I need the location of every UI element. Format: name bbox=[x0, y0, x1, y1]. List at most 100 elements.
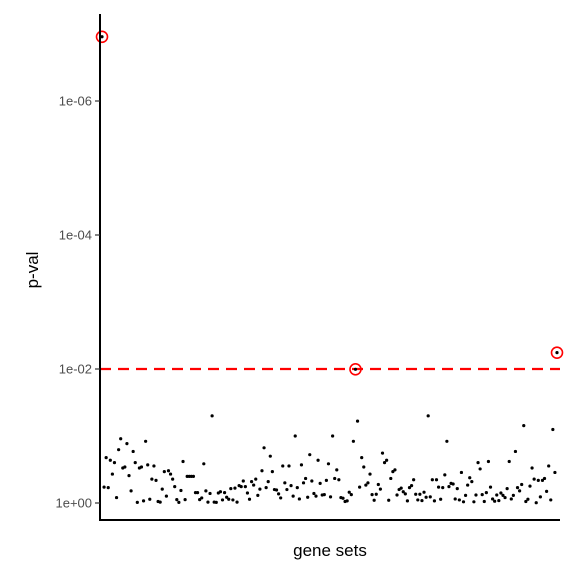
data-point bbox=[146, 463, 150, 467]
data-point bbox=[347, 490, 351, 494]
data-point bbox=[493, 499, 497, 503]
data-point bbox=[401, 490, 405, 494]
data-point bbox=[366, 481, 370, 485]
data-point bbox=[420, 498, 424, 503]
data-point bbox=[322, 493, 326, 497]
data-point bbox=[218, 490, 223, 494]
data-point bbox=[380, 451, 385, 455]
data-point bbox=[310, 479, 314, 483]
data-point bbox=[387, 498, 391, 502]
highlighted-point-ring bbox=[349, 362, 362, 376]
data-point bbox=[177, 500, 181, 505]
data-point bbox=[233, 486, 237, 490]
data-point bbox=[324, 478, 328, 483]
data-point bbox=[490, 497, 495, 501]
data-point bbox=[499, 491, 503, 495]
data-point bbox=[337, 478, 341, 482]
data-point bbox=[256, 493, 260, 497]
data-point bbox=[139, 465, 144, 469]
y-axis-title: p-val bbox=[23, 252, 42, 289]
data-point bbox=[459, 470, 464, 475]
data-point bbox=[405, 499, 410, 503]
data-point bbox=[403, 492, 407, 496]
data-point bbox=[345, 499, 349, 503]
data-point bbox=[497, 498, 501, 503]
data-point bbox=[468, 476, 472, 480]
data-point bbox=[520, 482, 524, 487]
data-point bbox=[227, 497, 231, 501]
data-point bbox=[422, 490, 426, 494]
data-point bbox=[353, 367, 358, 371]
data-point bbox=[395, 493, 399, 497]
data-point bbox=[432, 499, 437, 503]
data-point bbox=[461, 500, 466, 504]
data-point bbox=[545, 489, 549, 493]
data-point bbox=[407, 486, 412, 490]
data-point bbox=[360, 455, 364, 460]
data-point bbox=[179, 488, 183, 493]
highlighted-point-ring bbox=[95, 30, 109, 44]
points-layer bbox=[100, 35, 559, 505]
data-point bbox=[503, 495, 507, 500]
data-point bbox=[547, 464, 551, 468]
data-point bbox=[372, 498, 376, 502]
data-point bbox=[112, 461, 117, 465]
data-point bbox=[214, 500, 218, 505]
data-point bbox=[129, 489, 133, 493]
data-point bbox=[540, 478, 545, 483]
data-point bbox=[114, 495, 119, 500]
data-point bbox=[222, 491, 227, 495]
data-point bbox=[195, 491, 200, 495]
data-point bbox=[463, 493, 468, 497]
data-point bbox=[351, 439, 355, 443]
data-point bbox=[412, 478, 416, 482]
data-point bbox=[258, 487, 262, 491]
data-point bbox=[393, 468, 397, 472]
highlighted-point-ring bbox=[550, 346, 564, 359]
data-point bbox=[283, 481, 287, 485]
data-point bbox=[131, 449, 135, 454]
data-point bbox=[276, 492, 281, 496]
data-point bbox=[513, 449, 518, 454]
data-point bbox=[409, 484, 414, 488]
data-point bbox=[555, 351, 559, 355]
data-point bbox=[457, 498, 461, 502]
data-point bbox=[389, 476, 393, 481]
data-point bbox=[144, 439, 148, 443]
data-point bbox=[331, 434, 335, 438]
data-point bbox=[466, 483, 470, 487]
data-point bbox=[297, 497, 301, 501]
data-point bbox=[266, 480, 270, 484]
data-point bbox=[368, 472, 372, 476]
data-point bbox=[391, 470, 395, 474]
data-point bbox=[133, 461, 137, 465]
data-point bbox=[225, 495, 229, 499]
data-point bbox=[295, 486, 299, 490]
axes-layer bbox=[99, 14, 560, 521]
data-point bbox=[553, 470, 557, 475]
data-point bbox=[445, 439, 449, 443]
data-point bbox=[243, 485, 247, 489]
data-point bbox=[152, 464, 156, 468]
data-point bbox=[239, 485, 243, 489]
data-point bbox=[285, 487, 289, 492]
data-point bbox=[326, 462, 331, 466]
data-point bbox=[509, 497, 513, 501]
y-tick-label: 1e-04 bbox=[59, 228, 92, 243]
data-point bbox=[505, 487, 509, 491]
data-point bbox=[495, 493, 499, 497]
data-point bbox=[220, 498, 225, 502]
data-point bbox=[125, 442, 129, 446]
data-point bbox=[534, 501, 538, 505]
data-point bbox=[127, 474, 131, 478]
data-point bbox=[341, 496, 345, 500]
data-point bbox=[376, 482, 380, 487]
data-point bbox=[164, 494, 169, 498]
data-point bbox=[476, 461, 480, 465]
data-point bbox=[262, 446, 266, 450]
data-point bbox=[154, 478, 158, 483]
data-point bbox=[511, 493, 515, 497]
data-point bbox=[515, 486, 520, 490]
data-point bbox=[173, 485, 177, 489]
data-point bbox=[486, 459, 491, 464]
